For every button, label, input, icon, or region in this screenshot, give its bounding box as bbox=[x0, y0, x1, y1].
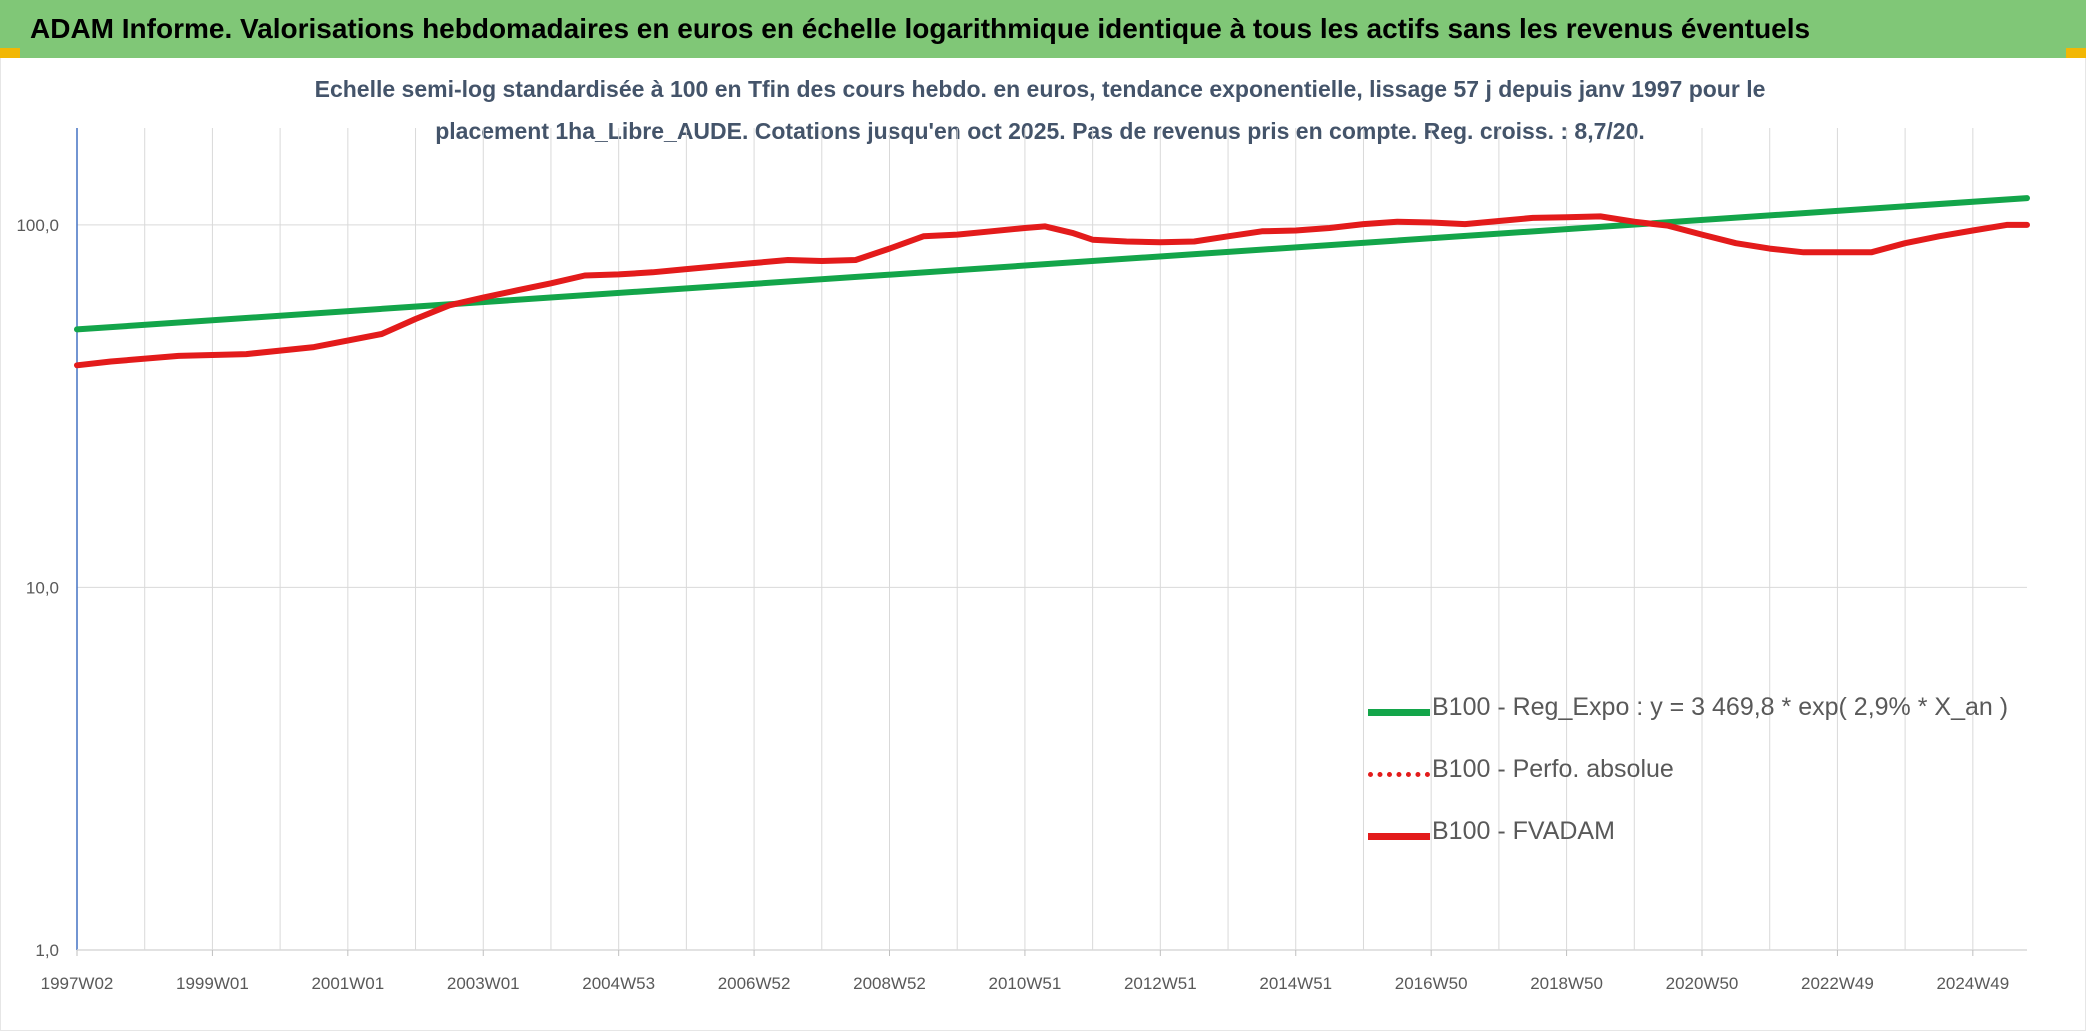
x-tick-label: 2018W50 bbox=[1530, 974, 1603, 993]
x-tick-label: 2012W51 bbox=[1124, 974, 1197, 993]
legend-label-fvadam: B100 - FVADAM bbox=[1432, 817, 1615, 845]
page-title: ADAM Informe. Valorisations hebdomadaire… bbox=[30, 13, 1811, 44]
axes bbox=[76, 128, 2027, 956]
x-tick-label: 2008W52 bbox=[853, 974, 926, 993]
chart-subtitle-line-1: Echelle semi-log standardisée à 100 en T… bbox=[314, 76, 1766, 102]
x-tick-label: 2024W49 bbox=[1936, 974, 2009, 993]
x-tick-label: 2014W51 bbox=[1259, 974, 1332, 993]
y-tick-labels: 1,0 10,0 100,0 bbox=[16, 216, 59, 960]
x-tick-label: 2003W01 bbox=[447, 974, 520, 993]
series-line-0 bbox=[74, 195, 2030, 333]
x-tick-label: 2022W49 bbox=[1801, 974, 1874, 993]
legend-label-trend: B100 - Reg_Expo : y = 3 469,8 * exp( 2,9… bbox=[1432, 693, 2009, 721]
title-banner: ADAM Informe. Valorisations hebdomadaire… bbox=[0, 0, 2086, 58]
y-tick-label: 10,0 bbox=[26, 578, 59, 597]
chart-subtitle-line-2: placement 1ha_Libre_AUDE. Cotations jusq… bbox=[435, 118, 1645, 144]
x-tick-labels: 1997W02 1999W01 2001W01 2003W01 2004W53 2006W… bbox=[41, 974, 2010, 993]
x-tick-label: 2001W01 bbox=[311, 974, 384, 993]
x-tick-label: 2010W51 bbox=[989, 974, 1062, 993]
x-tick-label: 2020W50 bbox=[1666, 974, 1739, 993]
legend-swatch-perfo bbox=[1368, 772, 1430, 777]
grid-lines bbox=[77, 128, 2027, 951]
x-tick-label: 2004W53 bbox=[582, 974, 655, 993]
x-tick-label: 1999W01 bbox=[176, 974, 249, 993]
x-tick-label: 2006W52 bbox=[718, 974, 791, 993]
chart-subtitle: Echelle semi-log standardisée à 100 en T… bbox=[240, 68, 1840, 152]
x-tick-label: 2016W50 bbox=[1395, 974, 1468, 993]
legend-swatch-fvadam bbox=[1368, 833, 1430, 840]
y-tick-label: 100,0 bbox=[16, 216, 59, 235]
y-tick-label: 1,0 bbox=[35, 941, 59, 960]
series-line-2 bbox=[74, 213, 2030, 369]
x-tick-label: 1997W02 bbox=[41, 974, 114, 993]
data-series bbox=[74, 195, 2030, 369]
legend-label-perfo: B100 - Perfo. absolue bbox=[1432, 755, 1674, 783]
legend-swatch-trend bbox=[1368, 709, 1430, 716]
